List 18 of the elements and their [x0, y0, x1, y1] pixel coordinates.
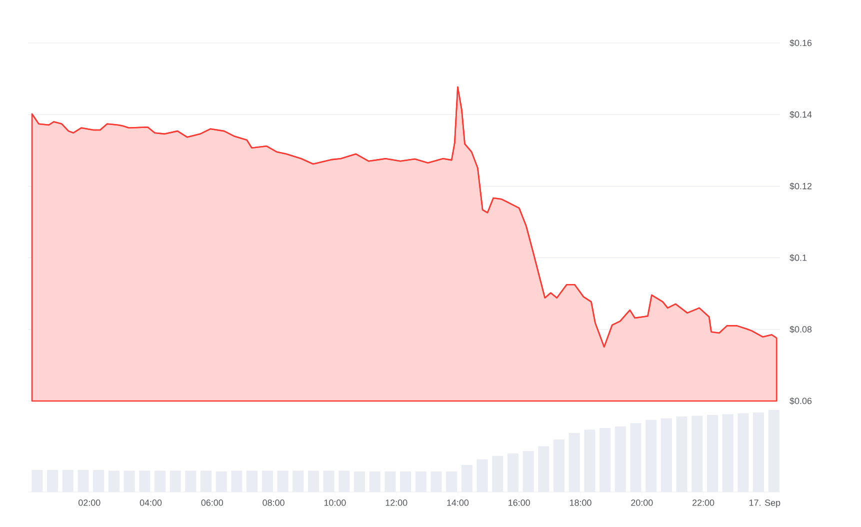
x-tick-label: 06:00 — [201, 500, 224, 506]
x-tick-label: 20:00 — [631, 500, 653, 506]
x-tick-label: 04:00 — [140, 500, 162, 506]
x-tick-label: 16:00 — [508, 500, 530, 506]
x-tick-label: 02:00 — [78, 500, 100, 506]
y-tick-label: $0.08 — [790, 326, 812, 334]
x-tick-label: 22:00 — [692, 500, 714, 506]
y-tick-label: $0.16 — [790, 39, 812, 47]
y-tick-label: $0.1 — [790, 254, 807, 262]
y-tick-label: $0.14 — [790, 110, 812, 118]
x-tick-label: 14:00 — [447, 500, 469, 506]
x-tick-label: 08:00 — [262, 500, 284, 506]
x-tick-label: 18:00 — [570, 500, 592, 506]
y-tick-label: $0.12 — [790, 182, 812, 190]
x-tick-label: 10:00 — [324, 500, 346, 506]
x-tick-label: 12:00 — [386, 500, 408, 506]
y-tick-label: $0.06 — [790, 397, 812, 405]
x-tick-label: 17. Sep — [749, 500, 780, 508]
